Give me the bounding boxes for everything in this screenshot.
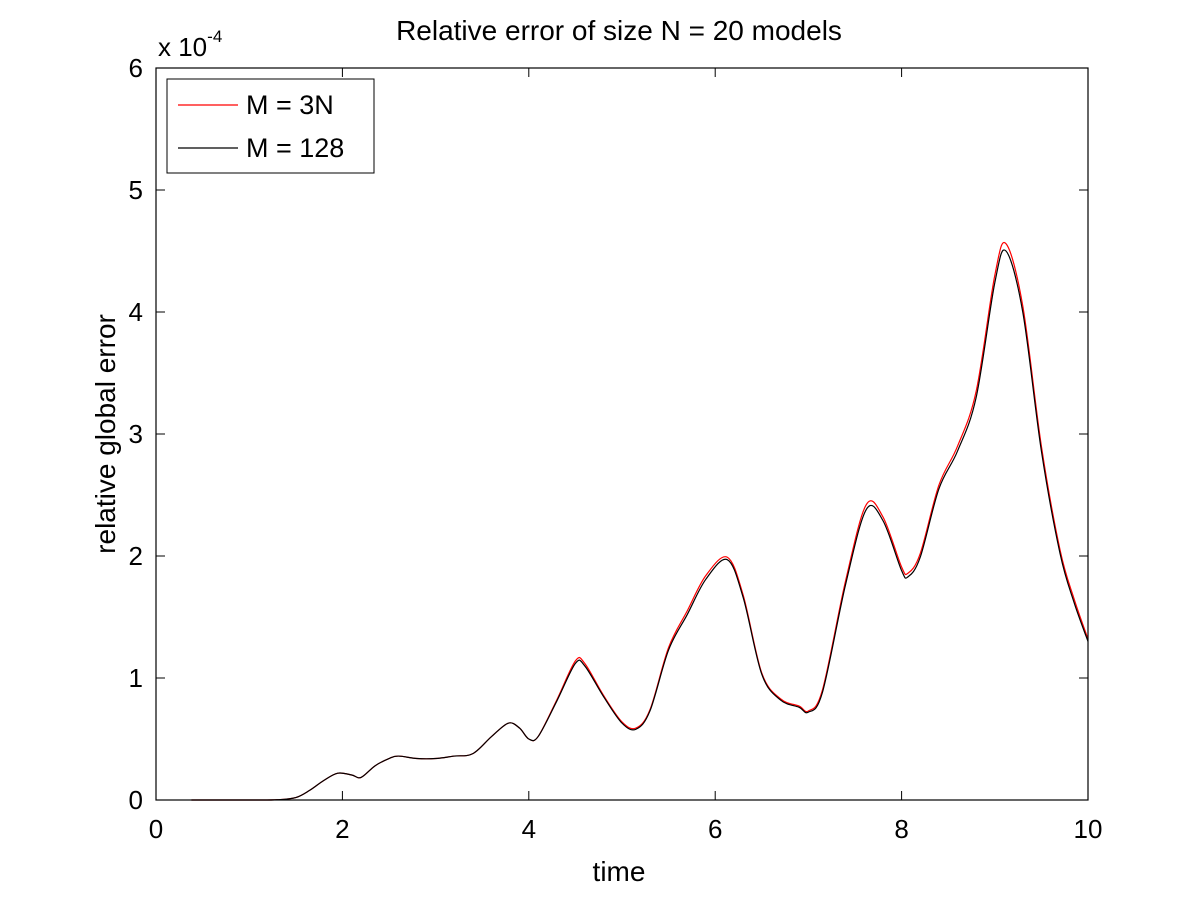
chart-title: Relative error of size N = 20 models — [396, 15, 842, 46]
y-tick-label: 4 — [129, 297, 143, 327]
legend-label-m-128: M = 128 — [246, 133, 344, 163]
legend: M = 3N M = 128 — [166, 78, 375, 174]
y-axis-label: relative global error — [90, 314, 121, 554]
x-axis-label: time — [593, 856, 646, 887]
x-tick-label: 2 — [335, 814, 349, 844]
y-tick-label: 6 — [129, 53, 143, 83]
y-tick-label: 3 — [129, 419, 143, 449]
x-tick-label: 8 — [894, 814, 908, 844]
y-multiplier-base: x 10 — [158, 32, 207, 62]
ticks-layer: 0 2 4 6 8 10 0 1 2 3 4 5 6 — [129, 53, 1103, 844]
y-multiplier-exponent: -4 — [207, 27, 222, 46]
series-layer — [191, 241, 1089, 801]
legend-label-m-3n: M = 3N — [246, 90, 334, 120]
y-tick-label: 0 — [129, 785, 143, 815]
x-tick-label: 0 — [149, 814, 163, 844]
x-tick-label: 10 — [1074, 814, 1103, 844]
y-tick-label: 2 — [129, 541, 143, 571]
x-tick-label: 6 — [708, 814, 722, 844]
series-line-m-128 — [191, 249, 1089, 801]
legend-box — [166, 78, 375, 174]
x-tick-label: 4 — [522, 814, 536, 844]
y-tick-label: 5 — [129, 175, 143, 205]
y-multiplier: x 10-4 — [158, 27, 222, 62]
y-tick-label: 1 — [129, 663, 143, 693]
plot-background — [156, 68, 1088, 800]
